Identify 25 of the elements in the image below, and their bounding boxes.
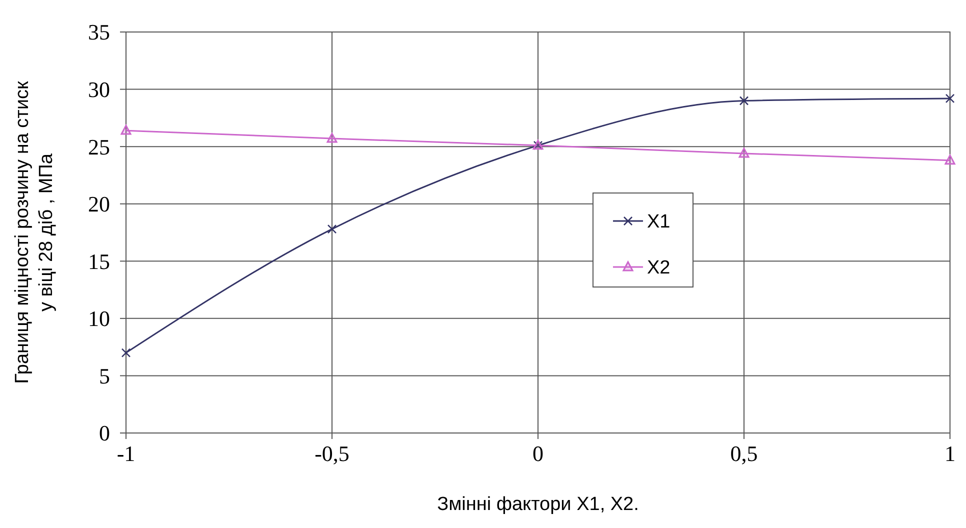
legend-label: X2 [647,258,670,279]
x-tick-label: -1 [116,441,136,466]
y-tick-label: 15 [88,248,110,274]
x-tick-label: 1 [944,441,956,466]
y-tick-label: 25 [88,134,110,160]
y-tick-label: 30 [88,76,110,102]
y-tick-label: 35 [88,20,110,45]
point [944,154,956,165]
point [121,348,131,358]
y-axis-title: Границя міцності розчину на стиск у віці 28 діб , МПа [12,80,57,384]
point [945,94,955,104]
x-tick-label: 0,5 [730,441,758,466]
y-tick-label: 20 [88,192,110,217]
point [739,96,749,106]
x-tick-label: -0,5 [314,441,350,466]
legend-label: X1 [647,212,670,233]
y-tick-label: 0 [99,420,110,446]
point [738,148,750,158]
point [326,132,338,143]
x-tick-label: 0 [532,441,544,466]
point [120,124,132,135]
y-tick-label: 5 [99,363,110,388]
x-axis-title: Змінні фактори X1, X2. [437,494,639,515]
y-tick-label: 10 [88,306,110,332]
point [327,224,337,234]
